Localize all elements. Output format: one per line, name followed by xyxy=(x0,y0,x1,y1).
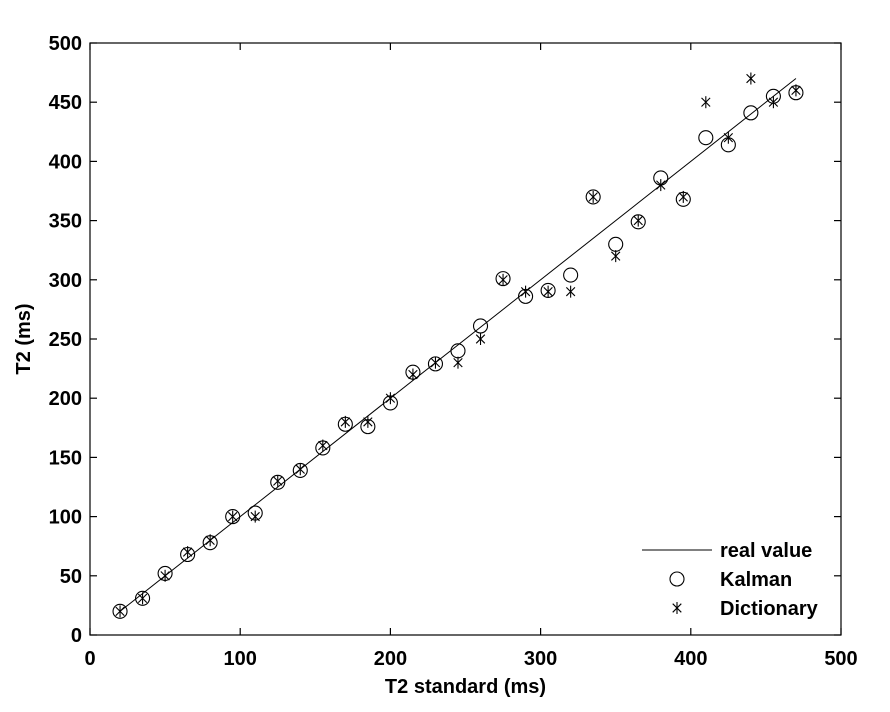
dictionary-point xyxy=(746,72,756,85)
y-axis-title: T2 (ms) xyxy=(13,303,35,374)
y-tick-label: 50 xyxy=(60,566,82,588)
dictionary-point xyxy=(182,546,193,559)
y-tick-label: 350 xyxy=(49,211,82,233)
legend-label: Kalman xyxy=(720,569,792,591)
kalman-point xyxy=(472,318,489,334)
kalman-point xyxy=(698,130,714,146)
legend-label: Dictionary xyxy=(720,598,819,620)
kalman-point xyxy=(112,603,128,619)
dictionary-point xyxy=(453,356,463,369)
dictionary-point xyxy=(205,534,215,547)
x-tick-label: 0 xyxy=(84,648,95,670)
dictionary-point xyxy=(430,356,441,369)
kalman-point xyxy=(743,105,759,121)
dictionary-point xyxy=(791,84,801,97)
y-tick-label: 100 xyxy=(49,507,82,529)
dictionary-point xyxy=(318,439,328,452)
dictionary-point xyxy=(228,510,238,523)
x-tick-label: 500 xyxy=(824,648,857,670)
dictionary-point xyxy=(701,96,711,109)
dictionary-point xyxy=(633,214,643,227)
dictionary-point xyxy=(768,96,779,109)
x-tick-label: 400 xyxy=(674,648,707,670)
y-tick-label: 150 xyxy=(49,447,82,469)
kalman-point xyxy=(563,267,579,283)
dictionary-point xyxy=(475,333,486,345)
dictionary-point xyxy=(385,392,396,405)
y-tick-label: 400 xyxy=(49,151,82,173)
y-tick-label: 300 xyxy=(49,270,82,292)
dictionary-point xyxy=(273,475,283,488)
y-tick-label: 0 xyxy=(71,625,82,647)
kalman-point xyxy=(585,189,601,205)
dictionary-point xyxy=(408,368,418,381)
x-tick-label: 200 xyxy=(374,648,407,670)
dictionary-point xyxy=(250,510,260,523)
y-tick-label: 450 xyxy=(49,92,82,114)
dictionary-point xyxy=(160,569,170,582)
dictionary-point xyxy=(295,463,305,476)
dictionary-point xyxy=(498,273,508,286)
x-axis-title: T2 standard (ms) xyxy=(385,676,546,698)
data-layer xyxy=(112,72,804,619)
legend-label: real value xyxy=(720,540,812,562)
x-tick-label: 100 xyxy=(224,648,257,670)
legend-circle-sample xyxy=(669,571,685,587)
x-tick-label: 300 xyxy=(524,648,557,670)
dictionary-point xyxy=(723,131,734,144)
kalman-point xyxy=(135,590,151,606)
dictionary-point xyxy=(137,592,148,605)
y-tick-label: 500 xyxy=(49,33,82,55)
legend: real value Kalman Dictionary xyxy=(642,540,819,620)
dictionary-point xyxy=(115,605,125,618)
ticks-layer: 0 100 200 300 400 500 0 50 100 150 200 250 300 350 400… xyxy=(49,33,858,670)
y-tick-label: 250 xyxy=(49,329,82,351)
dictionary-point xyxy=(611,250,621,263)
dictionary-point xyxy=(656,179,666,192)
dictionary-point xyxy=(678,190,688,203)
dictionary-point xyxy=(543,285,553,298)
kalman-point xyxy=(225,509,241,525)
dictionary-point xyxy=(520,285,531,298)
dictionary-point xyxy=(565,285,576,298)
dictionary-point xyxy=(340,415,351,428)
dictionary-point xyxy=(363,415,373,428)
dictionary-point xyxy=(588,190,598,203)
legend-star-sample xyxy=(672,602,682,614)
y-tick-label: 200 xyxy=(49,388,82,410)
